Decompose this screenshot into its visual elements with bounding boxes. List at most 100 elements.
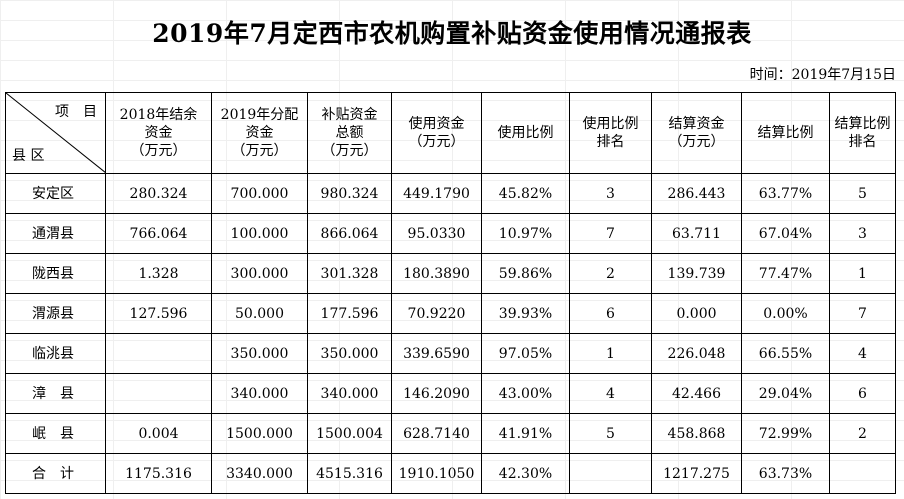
usage-ratio-cell: 97.05% xyxy=(481,333,570,374)
used-funds-cell: 449.1790 xyxy=(391,173,482,214)
header-row: 项 目 县 区 2018年结余 资金 （万元） 2019年分配 资金 （万元） 补贴资金… xyxy=(5,92,896,174)
corner-item-label: 项 目 xyxy=(55,104,97,120)
header-line: 排名 xyxy=(596,134,625,150)
total-subsidy-cell: 340.000 xyxy=(307,373,392,414)
settlement-ratio-cell: 63.77% xyxy=(741,173,830,214)
balance-2018-cell: 1175.316 xyxy=(105,453,212,494)
col-header-total-subsidy: 补贴资金总额 （万元） xyxy=(307,92,392,174)
settlement-ratio-cell: 29.04% xyxy=(741,373,830,414)
total-subsidy-cell: 350.000 xyxy=(307,333,392,374)
settlement-ratio-cell: 72.99% xyxy=(741,413,830,454)
subsidy-table: 项 目 县 区 2018年结余 资金 （万元） 2019年分配 资金 （万元） 补贴资金… xyxy=(5,92,896,494)
usage-ratio-cell: 39.93% xyxy=(481,293,570,334)
col-header-used-funds: 使用资金 （万元） xyxy=(391,92,482,174)
settled-funds-cell: 63.711 xyxy=(651,213,742,254)
usage-ratio-cell: 42.30% xyxy=(481,453,570,494)
county-name-cell: 合 计 xyxy=(5,453,106,494)
col-header-usage-ratio: 使用比例 xyxy=(481,92,570,174)
usage-rank-cell: 6 xyxy=(569,293,652,334)
usage-rank-cell: 7 xyxy=(569,213,652,254)
county-name-cell: 通渭县 xyxy=(5,213,106,254)
header-line: 补贴资金 xyxy=(321,107,378,123)
header-line: 使用比例 xyxy=(582,116,639,132)
usage-ratio-cell: 45.82% xyxy=(481,173,570,214)
col-header-usage-rank: 使用比例 排名 xyxy=(569,92,652,174)
balance-2018-cell xyxy=(105,333,212,374)
settlement-rank-cell: 7 xyxy=(829,293,896,334)
settlement-rank-cell: 5 xyxy=(829,173,896,214)
settlement-rank-cell: 4 xyxy=(829,333,896,374)
allocation-2019-cell: 3340.000 xyxy=(211,453,308,494)
usage-rank-cell: 3 xyxy=(569,173,652,214)
used-funds-cell: 70.9220 xyxy=(391,293,482,334)
header-line: 使用比例 xyxy=(497,125,554,141)
table-row: 岷 县 0.004 1500.000 1500.004 628.7140 41.91% 5 4… xyxy=(5,413,896,454)
usage-rank-cell: 5 xyxy=(569,413,652,454)
total-subsidy-cell: 1500.004 xyxy=(307,413,392,454)
settlement-ratio-cell: 63.73% xyxy=(741,453,830,494)
header-line: （万元） xyxy=(321,143,378,159)
diagonal-divider xyxy=(6,93,105,173)
settled-funds-cell: 226.048 xyxy=(651,333,742,374)
used-funds-cell: 628.7140 xyxy=(391,413,482,454)
col-header-2019-allocation: 2019年分配 资金 （万元） xyxy=(211,92,308,174)
header-line: 2019年分配 xyxy=(220,107,299,123)
settled-funds-cell: 0.000 xyxy=(651,293,742,334)
allocation-2019-cell: 1500.000 xyxy=(211,413,308,454)
allocation-2019-cell: 100.000 xyxy=(211,213,308,254)
total-subsidy-cell: 177.596 xyxy=(307,293,392,334)
table-row: 漳 县 340.000 340.000 146.2090 43.00% 4 42.466 29… xyxy=(5,373,896,414)
balance-2018-cell: 0.004 xyxy=(105,413,212,454)
header-line: （万元） xyxy=(408,134,465,150)
settlement-ratio-cell: 67.04% xyxy=(741,213,830,254)
corner-header-cell: 项 目 县 区 xyxy=(5,92,106,174)
header-line: 结算资金 xyxy=(668,116,725,132)
balance-2018-cell xyxy=(105,373,212,414)
col-header-settlement-rank: 结算比例 排名 xyxy=(829,92,896,174)
balance-2018-cell: 1.328 xyxy=(105,253,212,294)
settlement-rank-cell: 3 xyxy=(829,213,896,254)
balance-2018-cell: 127.596 xyxy=(105,293,212,334)
usage-rank-cell: 4 xyxy=(569,373,652,414)
allocation-2019-cell: 340.000 xyxy=(211,373,308,414)
total-subsidy-cell: 301.328 xyxy=(307,253,392,294)
total-subsidy-cell: 980.324 xyxy=(307,173,392,214)
county-name-cell: 渭源县 xyxy=(5,293,106,334)
used-funds-cell: 180.3890 xyxy=(391,253,482,294)
county-name-cell: 安定区 xyxy=(5,173,106,214)
table-row: 陇西县 1.328 300.000 301.328 180.3890 59.86% 2 139… xyxy=(5,253,896,294)
settlement-ratio-cell: 66.55% xyxy=(741,333,830,374)
used-funds-cell: 146.2090 xyxy=(391,373,482,414)
settled-funds-cell: 1217.275 xyxy=(651,453,742,494)
corner-county-label: 县 区 xyxy=(12,148,45,164)
header-line: 总额 xyxy=(335,125,364,141)
county-name-cell: 陇西县 xyxy=(5,253,106,294)
table-row: 通渭县 766.064 100.000 866.064 95.0330 10.97% 7 63… xyxy=(5,213,896,254)
header-line: （万元） xyxy=(130,143,187,159)
table-row: 安定区 280.324 700.000 980.324 449.1790 45.82% 3 2… xyxy=(5,173,896,214)
usage-rank-cell xyxy=(569,453,652,494)
header-line: 资金 xyxy=(144,125,173,141)
settlement-ratio-cell: 0.00% xyxy=(741,293,830,334)
header-line: （万元） xyxy=(668,134,725,150)
county-name-cell: 岷 县 xyxy=(5,413,106,454)
settlement-rank-cell xyxy=(829,453,896,494)
settled-funds-cell: 42.466 xyxy=(651,373,742,414)
settlement-rank-cell: 6 xyxy=(829,373,896,414)
allocation-2019-cell: 700.000 xyxy=(211,173,308,214)
county-name-cell: 漳 县 xyxy=(5,373,106,414)
used-funds-cell: 95.0330 xyxy=(391,213,482,254)
header-line: 2018年结余 xyxy=(119,107,198,123)
county-name-cell: 临洮县 xyxy=(5,333,106,374)
total-subsidy-cell: 4515.316 xyxy=(307,453,392,494)
settled-funds-cell: 139.739 xyxy=(651,253,742,294)
col-header-settled-funds: 结算资金 （万元） xyxy=(651,92,742,174)
report-date: 时间：2019年7月15日 xyxy=(749,67,896,83)
table-row: 临洮县 350.000 350.000 339.6590 97.05% 1 226.048 6… xyxy=(5,333,896,374)
usage-rank-cell: 1 xyxy=(569,333,652,374)
header-line: （万元） xyxy=(231,143,288,159)
table-row: 渭源县 127.596 50.000 177.596 70.9220 39.93% 6 0.0… xyxy=(5,293,896,334)
col-header-2018-balance: 2018年结余 资金 （万元） xyxy=(105,92,212,174)
header-line: 结算比例 xyxy=(834,116,891,132)
settlement-rank-cell: 2 xyxy=(829,413,896,454)
